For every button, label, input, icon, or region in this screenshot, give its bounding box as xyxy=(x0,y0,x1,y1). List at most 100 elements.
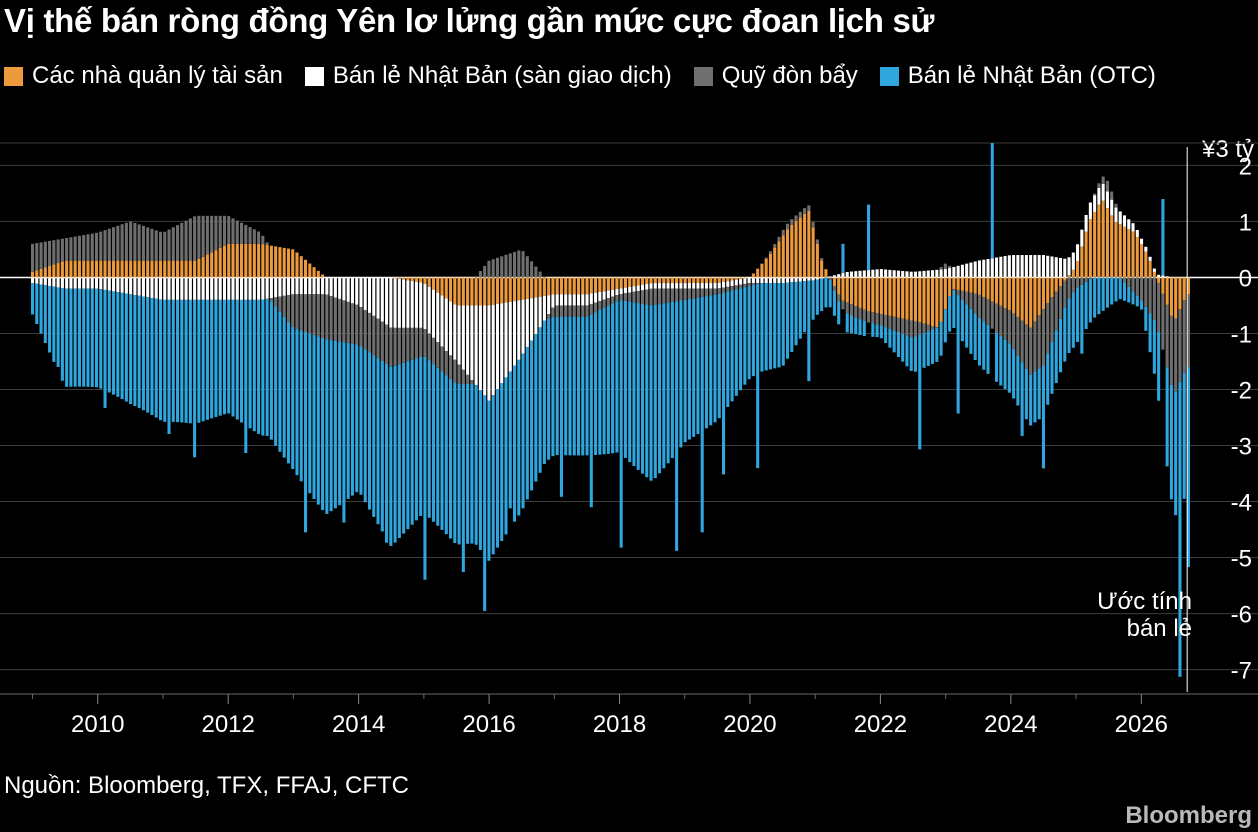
bar-segment-leveraged-funds xyxy=(269,298,273,302)
bar-segment-asset-managers xyxy=(1127,229,1131,278)
bar-segment-retail-exchange xyxy=(977,260,982,278)
bar-segment-leveraged-funds xyxy=(184,220,188,261)
bar-segment-leveraged-funds xyxy=(158,231,163,261)
bar-segment-retail-otc xyxy=(1101,277,1105,311)
bar-segment-asset-managers xyxy=(905,277,909,320)
bar-segment-asset-managers xyxy=(274,246,278,278)
bar-segment-retail-exchange xyxy=(146,277,150,298)
bar-segment-leveraged-funds xyxy=(1127,277,1131,287)
bar-segment-asset-managers xyxy=(1105,208,1109,278)
bar-segment-retail-exchange xyxy=(188,277,192,300)
bar-segment-retail-otc xyxy=(918,334,922,450)
bar-segment-retail-otc xyxy=(1127,286,1131,303)
bar-segment-leveraged-funds xyxy=(150,228,154,261)
bar-segment-retail-otc xyxy=(201,299,205,422)
bar-segment-leveraged-funds xyxy=(913,321,918,337)
y-tick-label: -2 xyxy=(1231,377,1252,404)
bar-segment-asset-managers xyxy=(449,277,453,302)
bar-segment-leveraged-funds xyxy=(858,307,862,320)
bar-segment-retail-otc xyxy=(1084,281,1088,329)
bar-segment-asset-managers xyxy=(94,260,99,278)
bar-segment-leveraged-funds xyxy=(696,288,700,298)
bar-segment-leveraged-funds xyxy=(504,254,508,278)
bar-segment-retail-exchange xyxy=(210,277,214,300)
bar-segment-leveraged-funds xyxy=(1105,180,1109,192)
bar-segment-retail-otc xyxy=(901,333,905,362)
bar-segment-retail-exchange xyxy=(832,275,836,278)
bar-segment-leveraged-funds xyxy=(1012,313,1016,349)
bar-segment-leveraged-funds xyxy=(670,288,674,302)
bar-segment-retail-otc xyxy=(896,332,900,358)
bar-segment-retail-otc xyxy=(764,283,768,371)
bar-segment-retail-exchange xyxy=(1118,211,1122,225)
bar-segment-retail-exchange xyxy=(662,283,666,289)
bar-segment-retail-otc xyxy=(73,288,77,387)
bar-segment-retail-exchange xyxy=(338,277,342,299)
bar-segment-asset-managers xyxy=(478,277,482,306)
bar-segment-retail-otc xyxy=(90,288,94,388)
bar-segment-asset-managers xyxy=(1067,275,1071,278)
bar-segment-retail-exchange xyxy=(730,280,734,287)
bar-segment-asset-managers xyxy=(606,277,610,291)
bar-segment-leveraged-funds xyxy=(431,337,436,365)
bar-segment-leveraged-funds xyxy=(538,271,542,278)
bar-segment-retail-otc xyxy=(888,328,892,348)
bar-segment-retail-otc xyxy=(687,299,691,440)
bar-segment-leveraged-funds xyxy=(756,283,760,284)
bar-segment-asset-managers xyxy=(423,277,427,284)
bar-segment-leveraged-funds xyxy=(1046,303,1050,354)
bar-segment-retail-exchange xyxy=(743,278,747,284)
bar-segment-retail-otc xyxy=(794,281,798,346)
axes: 2 1 0 -1 -2 -3 -4 -5 -6 -7 2010 2012 2014 2016 2018 202… xyxy=(0,147,1258,738)
bar-segment-retail-exchange xyxy=(854,271,858,278)
bar-segment-leveraged-funds xyxy=(73,236,77,261)
bar-segment-retail-otc xyxy=(1071,292,1075,348)
bar-segment-retail-exchange xyxy=(1140,238,1144,245)
bar-segment-retail-otc xyxy=(926,331,930,366)
bar-segment-retail-otc xyxy=(717,293,721,419)
bar-segment-retail-exchange xyxy=(862,270,866,278)
bar-segment-retail-exchange xyxy=(538,296,542,328)
bar-segment-retail-exchange xyxy=(982,259,986,278)
bar-segment-leveraged-funds xyxy=(849,304,854,316)
bar-segment-retail-otc xyxy=(436,367,440,526)
bar-segment-asset-managers xyxy=(1169,277,1173,316)
bar-segment-retail-otc xyxy=(807,280,811,382)
bar-segment-asset-managers xyxy=(244,243,248,278)
bar-segment-leveraged-funds xyxy=(722,287,726,293)
bar-segment-retail-otc xyxy=(871,323,875,337)
bar-segment-asset-managers xyxy=(892,277,896,317)
bar-segment-leveraged-funds xyxy=(606,298,610,306)
bar-segment-retail-otc xyxy=(252,299,256,432)
y-tick-label: 0 xyxy=(1239,265,1252,292)
bar-segment-asset-managers xyxy=(756,268,760,278)
legend-swatch-leveraged-funds xyxy=(693,66,713,86)
bar-segment-leveraged-funds xyxy=(837,294,841,302)
bar-segment-retail-otc xyxy=(43,285,47,344)
bar-segment-retail-otc xyxy=(171,299,175,422)
bar-segment-retail-exchange xyxy=(713,283,717,289)
bar-segment-retail-exchange xyxy=(423,283,427,329)
bar-segment-leveraged-funds xyxy=(325,294,329,340)
bar-segment-asset-managers xyxy=(555,277,559,295)
bar-segment-retail-exchange xyxy=(1110,199,1114,216)
bar-segment-leveraged-funds xyxy=(653,288,657,305)
bar-segment-asset-managers xyxy=(269,245,273,278)
bar-segment-leveraged-funds xyxy=(1144,277,1148,307)
bar-segment-retail-exchange xyxy=(1169,277,1173,278)
bar-segment-leveraged-funds xyxy=(1110,191,1114,200)
bar-segment-retail-otc xyxy=(278,311,282,452)
bar-segment-retail-otc xyxy=(218,299,222,416)
bar-segment-asset-managers xyxy=(926,277,930,325)
bar-segment-retail-exchange xyxy=(640,284,645,291)
bar-segment-retail-otc xyxy=(909,336,913,371)
bar-segment-retail-exchange xyxy=(1016,255,1020,278)
bar-segment-retail-exchange xyxy=(931,270,935,278)
bar-segment-leveraged-funds xyxy=(1161,293,1165,350)
bar-segment-asset-managers xyxy=(576,277,581,295)
bar-segment-leveraged-funds xyxy=(1088,277,1092,279)
bar-segment-retail-otc xyxy=(214,299,218,418)
bar-segment-asset-managers xyxy=(670,277,674,284)
bar-segment-retail-exchange xyxy=(777,277,781,284)
bar-segment-retail-otc xyxy=(986,325,990,374)
